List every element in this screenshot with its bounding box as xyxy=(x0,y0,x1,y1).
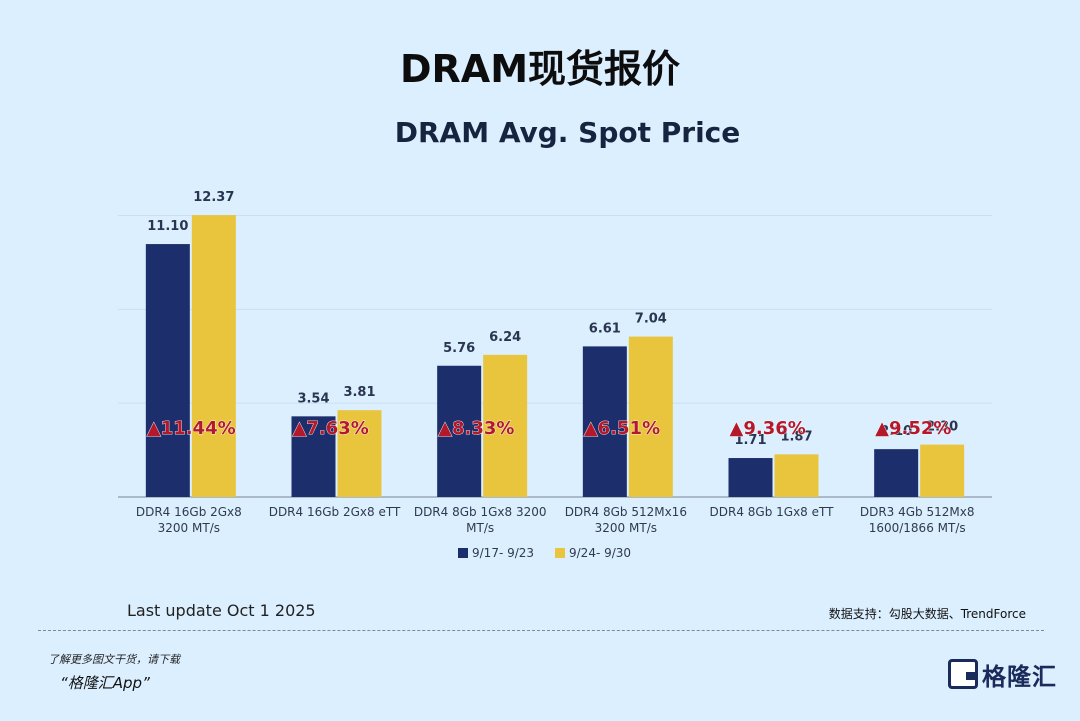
bar-value-label: 11.10 xyxy=(147,219,188,234)
category-label: DDR4 8Gb 1Gx8 3200 xyxy=(414,505,547,519)
change-label: ▲6.51% xyxy=(584,418,660,439)
bar-value-label: 1.71 xyxy=(734,433,766,448)
change-label: ▲9.36% xyxy=(730,418,806,439)
bar-value-label: 2.30 xyxy=(926,420,958,435)
legend-swatch xyxy=(458,548,468,558)
bar-value-label: 7.04 xyxy=(635,312,667,327)
bar-2 xyxy=(337,410,382,497)
bar-value-label: 3.81 xyxy=(343,385,375,400)
bar-1 xyxy=(728,458,773,497)
data-source-text: 数据支持：勾股大数据、TrendForce xyxy=(828,607,1026,621)
bar-value-label: 2.10 xyxy=(880,424,912,439)
bar-1 xyxy=(874,449,919,497)
page-title: DRAM现货报价 xyxy=(399,47,681,91)
category-label: 3200 MT/s xyxy=(595,521,657,535)
legend-swatch xyxy=(555,548,565,558)
chart-title: DRAM Avg. Spot Price xyxy=(394,116,741,149)
bar-1 xyxy=(582,346,627,497)
bar-2 xyxy=(628,336,673,497)
category-label: 1600/1866 MT/s xyxy=(869,521,966,535)
legend-label: 9/17- 9/23 xyxy=(472,546,534,560)
legend-label: 9/24- 9/30 xyxy=(569,546,631,560)
category-label: DDR3 4Gb 512Mx8 xyxy=(860,505,975,519)
bar-2 xyxy=(191,215,236,497)
category-label: 3200 MT/s xyxy=(158,521,220,535)
divider xyxy=(38,630,1044,631)
logo: 格隆汇 xyxy=(948,654,1057,694)
bar-value-label: 3.54 xyxy=(297,391,329,406)
change-label: ▲7.63% xyxy=(293,418,369,439)
chart: 11.10 12.37 ▲11.44% DDR4 16Gb 2Gx8 3200 MT/s… xyxy=(118,190,992,560)
last-update-text: Last update Oct 1 2025 xyxy=(127,601,316,620)
bar-2 xyxy=(920,444,965,497)
bar-value-label: 6.24 xyxy=(489,330,521,345)
change-label: ▲9.52% xyxy=(875,418,951,439)
bar-1 xyxy=(437,365,482,497)
bar-value-label: 6.61 xyxy=(589,321,621,336)
category-label: MT/s xyxy=(466,521,494,535)
category-label: DDR4 16Gb 2Gx8 xyxy=(136,505,242,519)
promo-app-name: “格隆汇App” xyxy=(60,674,150,692)
bar-2 xyxy=(774,454,819,497)
bar-1 xyxy=(291,416,336,497)
change-label: ▲8.33% xyxy=(438,418,514,439)
category-label: DDR4 8Gb 1Gx8 eTT xyxy=(710,505,835,519)
bar-2 xyxy=(483,354,528,497)
category-label: DDR4 8Gb 512Mx16 xyxy=(565,505,687,519)
promo-text: 了解更多图文干货，请下载 xyxy=(48,653,180,666)
g-logo-icon xyxy=(948,659,978,689)
bar-value-label: 12.37 xyxy=(193,190,234,205)
logo-text: 格隆汇 xyxy=(982,662,1057,691)
category-label: DDR4 16Gb 2Gx8 eTT xyxy=(269,505,401,519)
change-label: ▲11.44% xyxy=(147,418,236,439)
bar-value-label: 5.76 xyxy=(443,341,475,356)
bar-1 xyxy=(145,244,190,497)
bar-value-label: 1.87 xyxy=(780,429,812,444)
